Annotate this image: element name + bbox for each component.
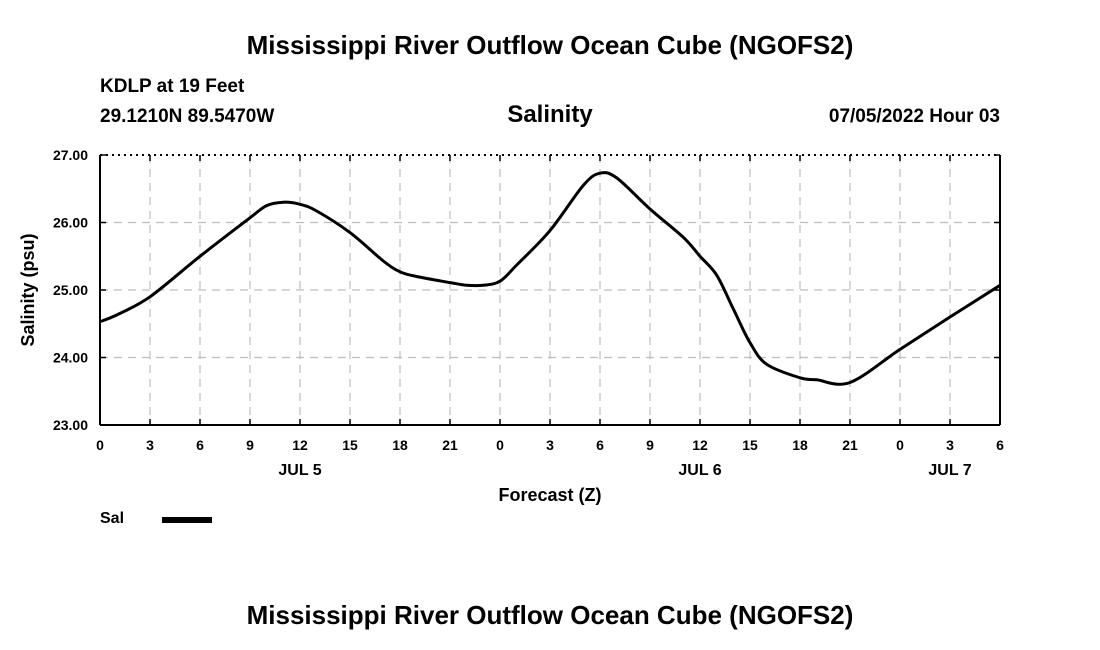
series-layer: [99, 171, 1001, 386]
chart-title: Mississippi River Outflow Ocean Cube (NG…: [246, 30, 854, 60]
station-label: KDLP at 19 Feet: [100, 76, 245, 97]
x-tick-label: 15: [742, 437, 758, 453]
y-tick-label: 26.00: [53, 215, 88, 231]
forecast-datetime: 07/05/2022 Hour 03: [828, 106, 1000, 127]
x-tick-label: 18: [792, 437, 808, 453]
variable-title: Salinity: [507, 101, 593, 128]
axis-labels: 0 3 6 9 12 15 18 21 0 3 6 9 12 15 18 21 0 3 6 23.00 24.00 25.…: [18, 147, 1004, 505]
coordinates-label: 29.1210N 89.5470W: [100, 106, 275, 127]
x-tick-label: 9: [246, 437, 254, 453]
y-tick-label: 24.00: [53, 350, 88, 366]
x-tick-label: 0: [96, 437, 104, 453]
x-tick-label: 9: [646, 437, 654, 453]
x-tick-label: 6: [996, 437, 1004, 453]
x-tick-label: 0: [896, 437, 904, 453]
date-label: JUL 6: [678, 462, 721, 479]
y-tick-label: 27.00: [53, 147, 88, 163]
date-label: JUL 5: [278, 462, 321, 479]
grid: [100, 155, 1000, 425]
x-tick-label: 0: [496, 437, 504, 453]
x-tick-label: 6: [196, 437, 204, 453]
x-axis-label: Forecast (Z): [498, 485, 601, 505]
x-tick-label: 21: [442, 437, 458, 453]
x-tick-label: 3: [546, 437, 554, 453]
x-tick-label: 3: [946, 437, 954, 453]
salinity-line: [99, 171, 1001, 386]
axes: [99, 154, 1001, 426]
x-tick-label: 15: [342, 437, 358, 453]
legend-label: Sal: [100, 510, 125, 527]
y-axis-label: Salinity (psu): [18, 233, 38, 346]
footer-title: Mississippi River Outflow Ocean Cube (NG…: [246, 600, 854, 630]
x-tick-label: 12: [692, 437, 708, 453]
y-tick-label: 23.00: [53, 417, 88, 433]
x-tick-label: 6: [596, 437, 604, 453]
x-tick-label: 18: [392, 437, 408, 453]
x-tick-label: 3: [146, 437, 154, 453]
y-tick-label: 25.00: [53, 282, 88, 298]
x-tick-label: 21: [842, 437, 858, 453]
x-tick-label: 12: [292, 437, 308, 453]
date-label: JUL 7: [928, 462, 971, 479]
legend-line-swatch: [162, 517, 212, 523]
